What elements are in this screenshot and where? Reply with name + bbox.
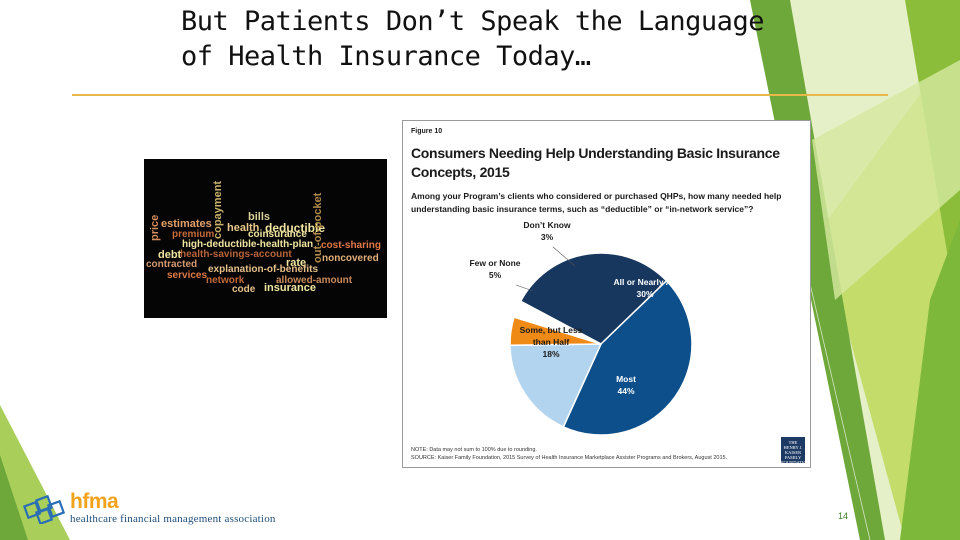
pie-slice-2 xyxy=(509,343,603,428)
word-noncovered: noncovered xyxy=(322,253,379,264)
word-out-of-pocket: out-of-pocket xyxy=(312,192,324,263)
word-deductible: deductible xyxy=(265,221,326,235)
slice-label-4: Don’t Know 3% xyxy=(523,220,571,242)
word-insurance: insurance xyxy=(264,282,316,294)
word-rate: rate xyxy=(286,257,307,269)
word-premium: premium xyxy=(172,229,215,240)
word-code: code xyxy=(232,284,256,295)
word-cost-sharing: cost-sharing xyxy=(321,240,382,251)
word-allowed-amount: allowed-amount xyxy=(276,275,353,286)
pie-slice-1 xyxy=(562,279,693,436)
slice-label-0: All or Nearly All 30% xyxy=(614,277,677,299)
page-title: But Patients Don’t Speak the Language of… xyxy=(181,6,764,72)
figure-question: Among your Program’s clients who conside… xyxy=(411,191,782,214)
slice-label-3: Few or None 5% xyxy=(469,258,520,280)
title-divider xyxy=(72,94,888,96)
wordcloud-image: bills estimates health deductible premiu… xyxy=(144,159,387,318)
word-estimates: estimates xyxy=(161,218,212,230)
word-bills: bills xyxy=(248,211,271,223)
word-debt: debt xyxy=(158,249,182,261)
pie-slice-4 xyxy=(513,300,602,345)
figure-note: NOTE: Data may not sum to 100% due to ro… xyxy=(411,446,781,462)
pie-chart: All or Nearly All 30% Most 44% Some, but Les… xyxy=(469,220,693,436)
pie-slice-0 xyxy=(519,252,668,345)
slice-label-2: Some, but Less than Half 18% xyxy=(520,325,583,359)
figure-title: Consumers Needing Help Understanding Bas… xyxy=(411,145,780,180)
word-copayment: copayment xyxy=(212,180,224,239)
note-text: NOTE: Data may not sum to 100% due to ro… xyxy=(411,447,537,453)
word-health: health xyxy=(227,222,260,234)
leader-line-0 xyxy=(552,246,576,267)
hfma-tagline: healthcare financial management associat… xyxy=(70,513,276,525)
page-number: 14 xyxy=(838,511,849,521)
word-coinsurance: coinsurance xyxy=(248,229,307,240)
figure-card: Figure 10 Consumers Needing Help Underst… xyxy=(402,120,811,468)
word-hdhp: high-deductible-health-plan xyxy=(182,239,314,250)
word-eob: explanation-of-benefits xyxy=(208,264,319,275)
word-hsa: health-savings-account xyxy=(180,249,292,260)
kff-logo: THE HENRY J. KAISER FAMILY FOUNDATION xyxy=(781,437,810,465)
word-services: services xyxy=(167,270,208,281)
figure-label: Figure 10 xyxy=(411,128,443,135)
word-price: price xyxy=(149,214,161,241)
source-text: SOURCE: Kaiser Family Foundation, 2015 S… xyxy=(411,455,728,461)
hfma-name: hfma xyxy=(70,490,119,513)
hfma-logo-icon xyxy=(23,494,66,524)
word-network: network xyxy=(206,275,245,286)
leader-line-1 xyxy=(515,284,534,292)
slice-label-1: Most 44% xyxy=(616,374,636,396)
word-contracted: contracted xyxy=(146,259,198,270)
